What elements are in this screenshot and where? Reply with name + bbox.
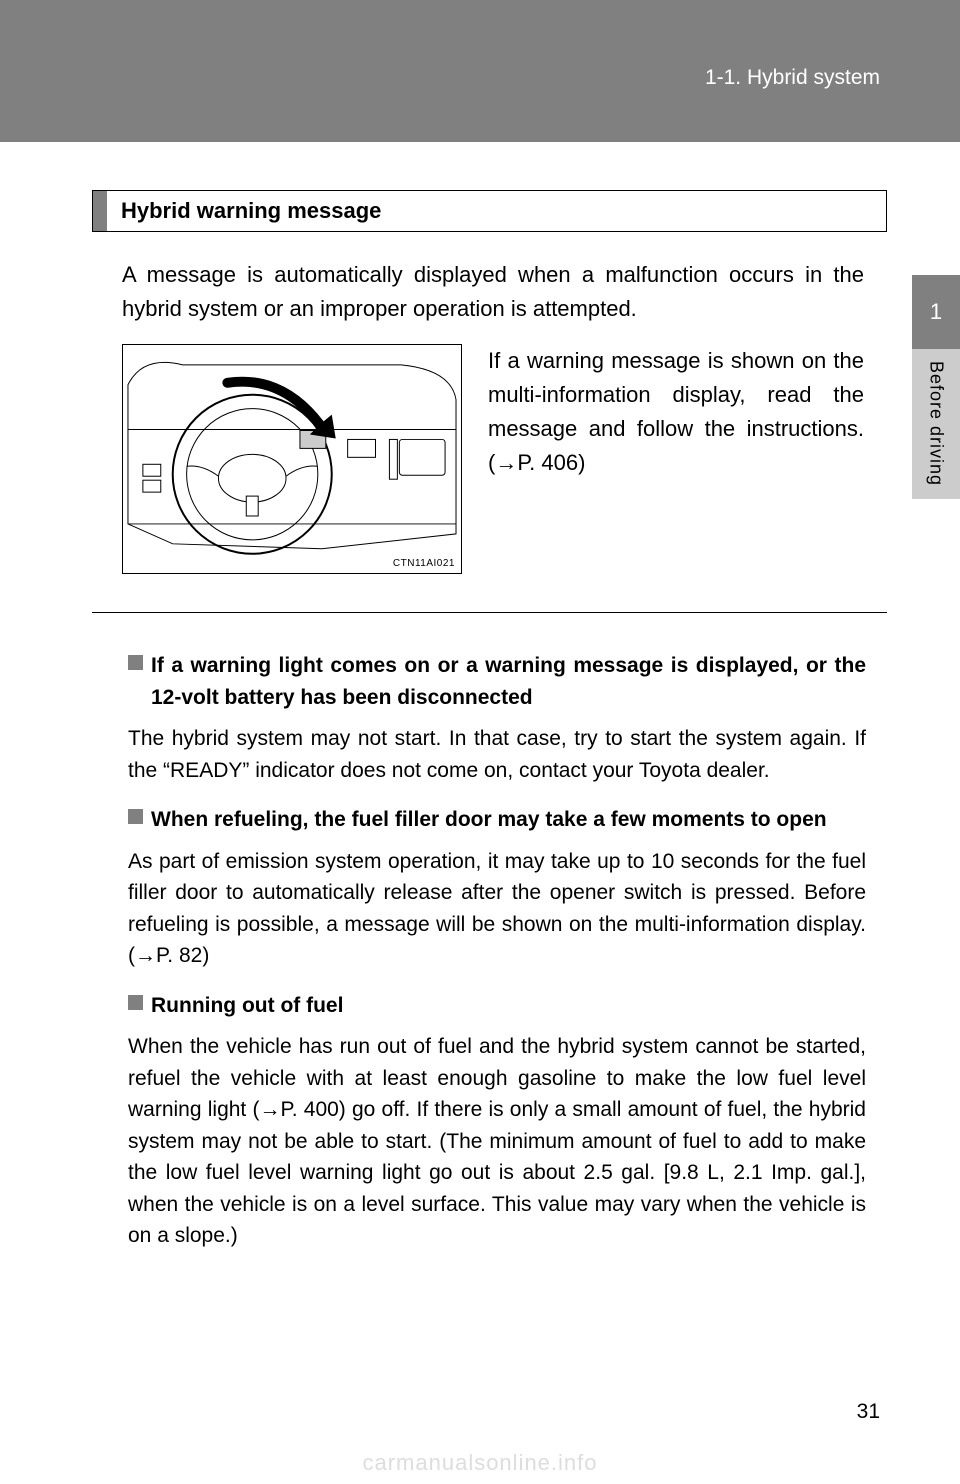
note-title: Running out of fuel bbox=[151, 990, 343, 1022]
header-bar: 1-1. Hybrid system bbox=[0, 0, 960, 142]
bullet-square-icon bbox=[128, 995, 143, 1010]
chapter-label-tab: Before driving bbox=[912, 349, 960, 499]
note-title: When refueling, the fuel filler door may… bbox=[151, 804, 827, 836]
section-heading: Hybrid warning message bbox=[92, 190, 887, 232]
dashboard-illustration bbox=[123, 345, 461, 574]
figure-caption: CTN11AI021 bbox=[393, 558, 455, 569]
chapter-label: Before driving bbox=[926, 361, 947, 486]
section-title: Hybrid warning message bbox=[121, 198, 381, 224]
figure-row: CTN11AI021 If a warning message is shown… bbox=[122, 344, 864, 574]
intro-paragraph: A message is automatically displayed whe… bbox=[122, 258, 864, 326]
note-body: The hybrid system may not start. In that… bbox=[128, 723, 866, 786]
note-title: If a warning light comes on or a warning… bbox=[151, 650, 866, 713]
notes-list: If a warning light comes on or a warning… bbox=[128, 650, 866, 1270]
bullet-square-icon bbox=[128, 655, 143, 670]
page: 1-1. Hybrid system 1 Before driving Hybr… bbox=[0, 0, 960, 1484]
bullet-square-icon bbox=[128, 809, 143, 824]
note-body: As part of emission system operation, it… bbox=[128, 846, 866, 972]
heading-gutter bbox=[93, 191, 107, 231]
watermark: carmanualsonline.info bbox=[0, 1450, 960, 1476]
figure-description: If a warning message is shown on the mul… bbox=[488, 344, 864, 574]
chapter-number-tab: 1 bbox=[912, 275, 960, 349]
chapter-number: 1 bbox=[930, 299, 942, 325]
breadcrumb: 1-1. Hybrid system bbox=[705, 66, 880, 90]
dashboard-figure: CTN11AI021 bbox=[122, 344, 462, 574]
divider bbox=[92, 612, 887, 613]
note-item: Running out of fuel When the vehicle has… bbox=[128, 990, 866, 1252]
page-number: 31 bbox=[857, 1400, 880, 1424]
note-item: If a warning light comes on or a warning… bbox=[128, 650, 866, 786]
note-body: When the vehicle has run out of fuel and… bbox=[128, 1031, 866, 1252]
note-item: When refueling, the fuel filler door may… bbox=[128, 804, 866, 972]
